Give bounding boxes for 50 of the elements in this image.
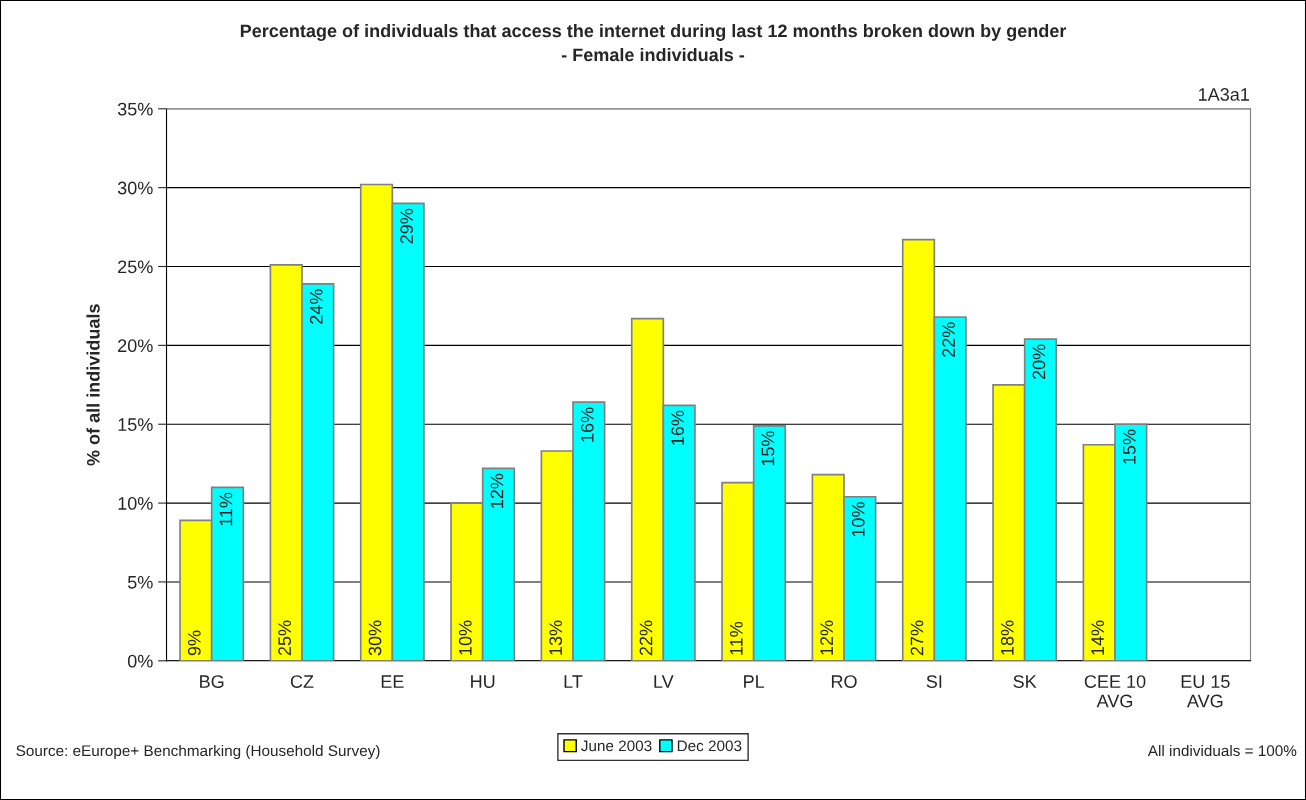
data-label: 16% [671, 410, 684, 445]
x-tick-label: CZ [290, 675, 314, 688]
data-label: 13% [549, 620, 563, 655]
x-tick-label: BG [200, 675, 224, 688]
data-label: 24% [309, 289, 323, 324]
x-tick-label: EU 15 AVG [1181, 675, 1230, 708]
data-label: 9% [187, 630, 201, 656]
x-tick-label: EE [381, 675, 404, 688]
legend-label: June 2003 [581, 740, 652, 752]
data-label: 10% [458, 620, 472, 655]
y-tick-label: 5% [127, 575, 153, 589]
x-tick-label: SI [926, 675, 942, 688]
x-tick-label: CEE 10 AVG [1084, 675, 1146, 708]
data-label: 11% [219, 492, 233, 526]
source-note: Source: eEurope+ Benchmarking (Household Survey) [16, 744, 380, 760]
data-label: 16% [580, 407, 594, 442]
x-tick-label: LT [564, 675, 583, 688]
x-tick-label: PL [744, 675, 765, 688]
text: 1A3a1 [1199, 88, 1249, 101]
data-label: 20% [1032, 344, 1046, 380]
data-label: 30% [368, 620, 382, 656]
y-tick-label: 15% [118, 418, 153, 431]
x-tick-label: LV [654, 675, 674, 688]
data-label: 18% [1000, 620, 1014, 655]
legend-label: Dec 2003 [677, 740, 742, 752]
x-tick-label: HU [471, 675, 495, 688]
data-label: 12% [820, 620, 833, 655]
data-label: 27% [910, 620, 924, 656]
y-tick-label: 20% [118, 339, 153, 353]
x-tick-label: RO [831, 675, 857, 688]
data-label: 15% [1122, 429, 1136, 464]
y-tick-label: 35% [117, 102, 153, 116]
data-label: 14% [1091, 620, 1104, 655]
y-tick-label: 0% [127, 654, 153, 668]
x-tick-label: SK [1013, 675, 1037, 688]
data-label: 15% [761, 431, 775, 466]
chart-title: Percentage of individuals that access the internet during last 12 months broken down by gender [240, 24, 1067, 41]
y-tick-label: 10% [118, 497, 153, 510]
data-label: 11% [730, 621, 743, 655]
y-tick-label: 30% [117, 181, 153, 195]
data-label: 10% [851, 502, 865, 537]
y-axis-title: % of all individuals [86, 304, 100, 466]
data-label: 12% [490, 473, 504, 508]
y-tick-label: 25% [118, 260, 153, 274]
text: All individuals = 100% [1147, 744, 1297, 757]
data-label: 22% [639, 620, 653, 656]
data-label: 29% [400, 208, 413, 244]
data-label: 22% [942, 322, 955, 357]
data-label: 25% [278, 620, 292, 656]
chart-subtitle: - Female individuals - [561, 48, 745, 62]
